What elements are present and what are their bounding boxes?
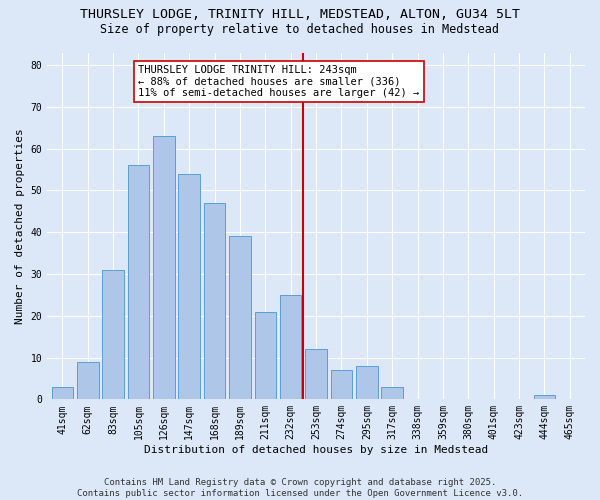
Bar <box>280 295 301 400</box>
Bar <box>254 312 276 400</box>
Text: THURSLEY LODGE TRINITY HILL: 243sqm
← 88% of detached houses are smaller (336)
1: THURSLEY LODGE TRINITY HILL: 243sqm ← 88… <box>139 65 420 98</box>
Text: Contains HM Land Registry data © Crown copyright and database right 2025.
Contai: Contains HM Land Registry data © Crown c… <box>77 478 523 498</box>
Y-axis label: Number of detached properties: Number of detached properties <box>15 128 25 324</box>
Bar <box>229 236 251 400</box>
Bar <box>356 366 377 400</box>
X-axis label: Distribution of detached houses by size in Medstead: Distribution of detached houses by size … <box>144 445 488 455</box>
Bar <box>204 203 226 400</box>
Bar <box>331 370 352 400</box>
Bar <box>533 395 555 400</box>
Bar <box>52 387 73 400</box>
Text: Size of property relative to detached houses in Medstead: Size of property relative to detached ho… <box>101 22 499 36</box>
Bar <box>103 270 124 400</box>
Bar <box>382 387 403 400</box>
Bar <box>128 166 149 400</box>
Bar <box>77 362 98 400</box>
Bar <box>305 349 327 400</box>
Text: THURSLEY LODGE, TRINITY HILL, MEDSTEAD, ALTON, GU34 5LT: THURSLEY LODGE, TRINITY HILL, MEDSTEAD, … <box>80 8 520 20</box>
Bar <box>153 136 175 400</box>
Bar <box>178 174 200 400</box>
